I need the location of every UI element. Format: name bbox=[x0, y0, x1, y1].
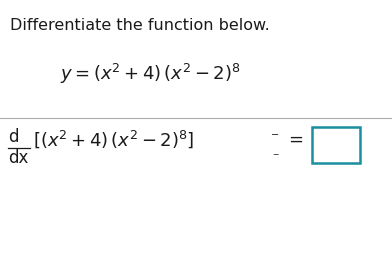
Text: Differentiate the function below.: Differentiate the function below. bbox=[10, 18, 270, 33]
Text: $=$: $=$ bbox=[285, 130, 304, 148]
Text: $_{-}$: $_{-}$ bbox=[272, 146, 280, 156]
Text: dx: dx bbox=[8, 149, 28, 167]
Bar bbox=[312, 127, 360, 163]
Text: $y = (x^2 + 4)\,(x^2 - 2)^8$: $y = (x^2 + 4)\,(x^2 - 2)^8$ bbox=[60, 62, 241, 86]
Text: $[(x^2 + 4)\,(x^2 - 2)^8]$: $[(x^2 + 4)\,(x^2 - 2)^8]$ bbox=[33, 128, 194, 150]
Text: d: d bbox=[8, 128, 18, 146]
Text: $^{-}$: $^{-}$ bbox=[270, 131, 279, 145]
